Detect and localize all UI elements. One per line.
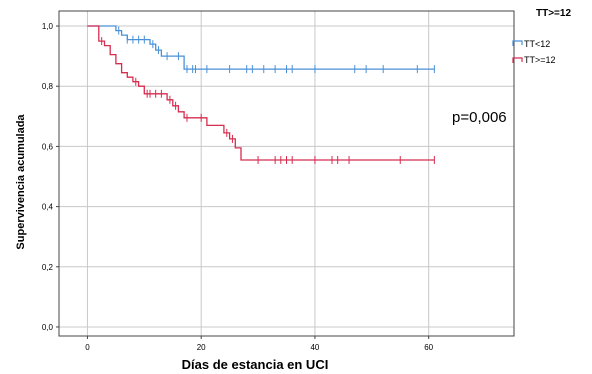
y-tick-label: 0,4	[42, 203, 54, 212]
x-axis-ticks: 0 20 40 60	[85, 336, 434, 352]
legend-label-tt-ge-12: TT>=12	[524, 55, 556, 65]
y-tick-label: 0,8	[42, 82, 54, 91]
series-1	[87, 25, 435, 164]
x-axis-title: Días de estancia en UCI	[182, 357, 329, 372]
y-axis-title: Supervivencia acumulada	[15, 114, 27, 250]
legend-swatch-tt-lt-12	[512, 40, 523, 46]
legend-swatch-tt-ge-12	[512, 57, 523, 63]
y-tick-label: 1,0	[42, 22, 54, 31]
series-layer	[87, 25, 435, 164]
series-0	[87, 25, 435, 74]
legend: TT>=12 TT<12 TT>=12	[512, 8, 571, 65]
legend-label-tt-lt-12: TT<12	[524, 39, 550, 49]
x-tick-label: 20	[197, 343, 206, 352]
x-tick-label: 60	[424, 343, 433, 352]
y-tick-label: 0,6	[42, 142, 54, 151]
plot-frame	[58, 10, 515, 337]
x-tick-label: 40	[310, 343, 319, 352]
annotation-p-value: p=0,006	[452, 109, 507, 126]
y-tick-label: 0,2	[42, 263, 54, 272]
legend-title: TT>=12	[536, 8, 571, 19]
y-tick-label: 0,0	[42, 323, 54, 332]
y-axis-ticks: 0,0 0,2 0,4 0,6 0,8 1,0	[42, 22, 59, 332]
x-tick-label: 0	[85, 343, 90, 352]
